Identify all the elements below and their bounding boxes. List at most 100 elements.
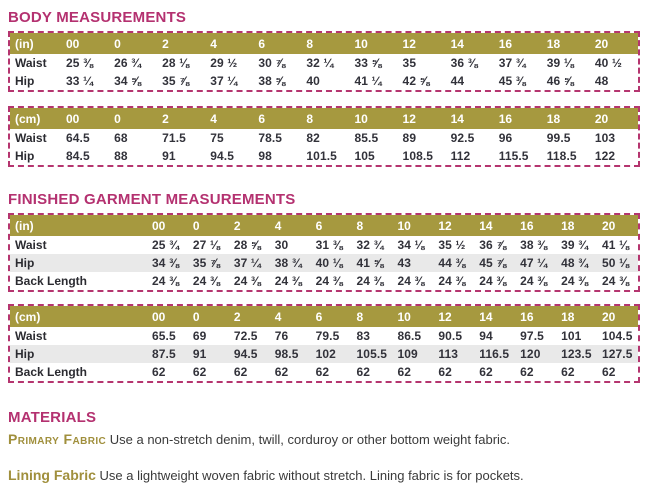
size-header: 18 bbox=[556, 306, 597, 327]
measurement-value: 28 ⅛ bbox=[162, 56, 190, 70]
size-header: 2 bbox=[228, 215, 270, 236]
measurement-value: 31 ⅜ bbox=[315, 238, 343, 252]
measurement-value: 62 bbox=[233, 365, 248, 379]
measurement-value: 41 ⅛ bbox=[601, 238, 630, 252]
measurement-value: 35 bbox=[402, 56, 417, 70]
measurement-value: 94 bbox=[479, 329, 493, 343]
measurement-value: 64.5 bbox=[66, 131, 90, 145]
size-header: 00 bbox=[147, 306, 188, 327]
measurement-value: 40 ⅛ bbox=[310, 254, 352, 272]
measurement-value: 62 bbox=[438, 365, 452, 379]
measurement-value: 94.5 bbox=[210, 149, 234, 163]
size-header: 20 bbox=[596, 215, 638, 236]
size-header: 14 bbox=[445, 33, 494, 54]
size-header-row: (cm) 00 0 2 4 6 8 10 12 14 16 18 20 bbox=[10, 108, 638, 129]
measurement-value: 33 ⅝ bbox=[354, 56, 382, 70]
measurement-value: 32 ¼ bbox=[306, 56, 334, 70]
measurement-value: 33 ¼ bbox=[66, 74, 94, 88]
measurement-table: (in) 00 0 2 4 6 8 10 12 14 16 18 20 Waist 25 ⅜ 26 ¾ 28 ⅛… bbox=[10, 33, 638, 90]
measurement-value: 101.5 bbox=[306, 149, 337, 163]
measurement-value: 46 ⅝ bbox=[546, 74, 574, 88]
row-label: Waist bbox=[15, 238, 47, 252]
measurement-value: 48 ¾ bbox=[556, 254, 597, 272]
size-header: 0 bbox=[187, 215, 229, 236]
size-header-row: (in) 00 0 2 4 6 8 10 12 14 16 18 20 bbox=[10, 33, 638, 54]
measurement-value: 62 bbox=[601, 365, 616, 379]
measurement-value: 24 ⅜ bbox=[479, 274, 507, 288]
size-header: 12 bbox=[397, 108, 446, 129]
measurement-value: 97.5 bbox=[520, 329, 544, 343]
size-header: 00 bbox=[61, 33, 110, 54]
size-header: 4 bbox=[205, 33, 254, 54]
size-header: 14 bbox=[474, 306, 516, 327]
measurement-value: 109 bbox=[392, 345, 434, 363]
measurement-value: 62 bbox=[152, 365, 166, 379]
measurement-value: 36 ⅞ bbox=[479, 238, 507, 252]
measurement-value: 86.5 bbox=[397, 329, 422, 343]
measurement-value: 24 ⅜ bbox=[520, 274, 548, 288]
size-header: 12 bbox=[433, 306, 475, 327]
primary-fabric-note: Primary Fabric Use a non-stretch denim, … bbox=[8, 431, 640, 448]
measurement-value: 118.5 bbox=[546, 149, 577, 163]
measurement-value: 62 bbox=[561, 365, 575, 379]
measurement-value: 48 bbox=[594, 74, 609, 88]
measurement-value: 62 bbox=[479, 365, 493, 379]
measurement-value: 115.5 bbox=[498, 149, 529, 163]
measurement-value: 24 ⅜ bbox=[438, 274, 466, 288]
unit-label: (in) bbox=[10, 33, 61, 54]
measurement-value: 30 bbox=[274, 238, 289, 252]
measurement-row: Back Length 24 ⅜ 24 ⅜ 24 ⅜ 24 ⅜ 24 ⅜ 24 ⅜ 24 ⅜ 2… bbox=[10, 272, 638, 290]
size-header: 0 bbox=[109, 108, 158, 129]
size-header: 00 bbox=[147, 215, 188, 236]
measurement-value: 62 bbox=[520, 365, 534, 379]
measurement-value: 98 bbox=[258, 149, 272, 163]
row-label: Waist bbox=[15, 329, 47, 343]
measurement-value: 94.5 bbox=[228, 345, 270, 363]
measurement-value: 24 ⅜ bbox=[561, 274, 589, 288]
measurement-value: 98.5 bbox=[269, 345, 311, 363]
measurement-value: 102 bbox=[310, 345, 352, 363]
row-label: Back Length bbox=[15, 274, 88, 288]
row-label: Waist bbox=[15, 131, 47, 145]
measurement-value: 87.5 bbox=[147, 345, 188, 363]
measurement-value: 108.5 bbox=[402, 149, 434, 163]
measurement-value: 24 ⅜ bbox=[192, 274, 220, 288]
size-header-row: (in) 00 0 2 4 6 8 10 12 14 16 18 20 bbox=[10, 215, 638, 236]
measurement-value: 24 ⅜ bbox=[356, 274, 384, 288]
measurement-row: Hip 87.5 91 94.5 98.5 102 105.5 109 113 116.5 120 1… bbox=[10, 345, 638, 363]
measurement-row: Back Length 62 62 62 62 62 62 62 62 62 62 62 62 bbox=[10, 363, 638, 381]
row-label: Waist bbox=[15, 56, 47, 70]
measurement-value: 38 ⅝ bbox=[258, 74, 286, 88]
primary-fabric-label: Primary Fabric bbox=[8, 431, 107, 447]
size-header: 8 bbox=[301, 33, 350, 54]
measurement-value: 45 ⅜ bbox=[498, 74, 526, 88]
measurement-value: 92.5 bbox=[450, 131, 475, 145]
measurement-value: 90.5 bbox=[438, 329, 463, 343]
body-measurements-table-in: (in) 00 0 2 4 6 8 10 12 14 16 18 20 Waist 25 ⅜ 26 ¾ 28 ⅛… bbox=[8, 31, 640, 92]
body-measurements-title: BODY MEASUREMENTS bbox=[8, 9, 187, 26]
measurement-value: 62 bbox=[274, 365, 289, 379]
measurement-value: 96 bbox=[498, 131, 513, 145]
measurement-value: 78.5 bbox=[258, 131, 283, 145]
row-label: Hip bbox=[10, 254, 147, 272]
measurement-value: 32 ¾ bbox=[356, 238, 384, 252]
measurement-value: 37 ¼ bbox=[228, 254, 270, 272]
measurement-value: 99.5 bbox=[546, 131, 571, 145]
size-header: 10 bbox=[392, 215, 434, 236]
measurement-value: 62 bbox=[397, 365, 411, 379]
measurement-value: 104.5 bbox=[601, 329, 633, 343]
size-header: 10 bbox=[349, 108, 398, 129]
primary-fabric-text: Use a non-stretch denim, twill, corduroy… bbox=[109, 432, 511, 447]
row-label: Hip bbox=[10, 345, 147, 363]
finished-garment-title: FINISHED GARMENT MEASUREMENTS bbox=[8, 191, 296, 208]
measurement-value: 38 ⅜ bbox=[520, 238, 548, 252]
measurement-value: 113 bbox=[433, 345, 475, 363]
measurement-value: 123.5 bbox=[556, 345, 597, 363]
size-header: 4 bbox=[269, 306, 311, 327]
size-header: 16 bbox=[515, 306, 557, 327]
size-header: 6 bbox=[310, 215, 352, 236]
measurement-value: 88 bbox=[114, 149, 128, 163]
measurement-value: 28 ⅝ bbox=[233, 238, 261, 252]
unit-label: (cm) bbox=[10, 108, 61, 129]
body-measurements-table-cm: (cm) 00 0 2 4 6 8 10 12 14 16 18 20 Waist 64.5 68 71.5 75… bbox=[8, 106, 640, 167]
